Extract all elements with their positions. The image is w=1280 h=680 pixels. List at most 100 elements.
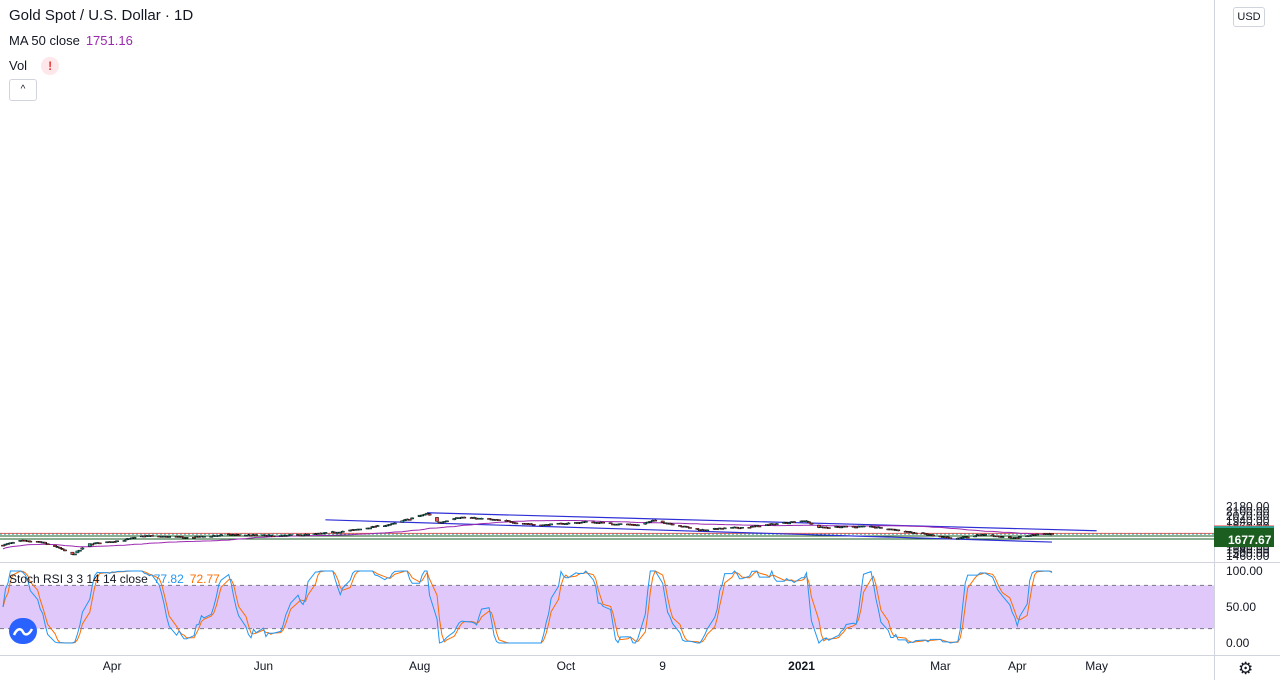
candle-body xyxy=(445,520,449,523)
candle-body xyxy=(425,512,429,515)
candle-body xyxy=(462,516,467,519)
candle-body xyxy=(826,527,831,529)
price-tick-label: 2020.00 xyxy=(1226,509,1270,523)
candle-body xyxy=(804,520,809,523)
candle-body xyxy=(202,536,206,538)
vol-legend: Vol! xyxy=(9,57,60,75)
candle-body xyxy=(792,521,796,523)
candle-body xyxy=(1,544,5,547)
candle-body xyxy=(58,547,62,549)
ma-label: MA 50 close xyxy=(9,33,80,48)
collapse-legend-button[interactable]: ^ xyxy=(9,79,37,101)
candle-body xyxy=(338,531,343,534)
candle-body xyxy=(392,522,397,525)
candle-body xyxy=(648,520,653,523)
candle-body xyxy=(740,527,744,529)
candle-body xyxy=(422,513,427,516)
candle-body xyxy=(306,533,310,536)
candle-body xyxy=(705,529,710,532)
candle-body xyxy=(1027,535,1032,537)
candle-body xyxy=(851,526,856,528)
candle-body xyxy=(219,534,224,536)
candle-body xyxy=(583,521,588,523)
candle-body xyxy=(514,522,519,525)
price-tick-label: 1940.00 xyxy=(1226,514,1270,528)
candle-body xyxy=(288,534,293,536)
candle-body xyxy=(112,541,117,543)
candle-body xyxy=(479,518,484,520)
candle-body xyxy=(115,540,119,543)
candle-body xyxy=(747,526,752,529)
settings-gear-icon[interactable]: ⚙ xyxy=(1238,659,1254,678)
candle-body xyxy=(817,524,821,528)
candle-body xyxy=(844,525,849,528)
stoch-rsi-label: Stoch RSI 3 3 14 14 close xyxy=(9,572,148,586)
price-tick-label: 2180.00 xyxy=(1226,500,1270,514)
candle-body xyxy=(427,513,432,516)
candle-body xyxy=(75,550,80,554)
stoch-tick-label: 100.00 xyxy=(1226,564,1263,578)
price-tick-label: 2100.00 xyxy=(1226,504,1270,518)
currency-button[interactable]: USD xyxy=(1233,7,1265,27)
candle-body xyxy=(1015,537,1020,540)
channel-trendline xyxy=(325,519,1053,543)
candle-body xyxy=(722,527,727,530)
candle-body xyxy=(1050,533,1054,535)
candle-body xyxy=(236,534,241,536)
vol-label: Vol xyxy=(9,58,28,73)
candle-body xyxy=(685,526,690,528)
candle-body xyxy=(410,517,415,520)
candle-body xyxy=(809,522,814,525)
symbol-title: Gold Spot / U.S. Dollar · 1D xyxy=(9,7,194,24)
candle-body xyxy=(807,521,811,524)
candle-body xyxy=(1017,536,1022,538)
candle-body xyxy=(965,536,970,539)
candle-body xyxy=(645,521,650,524)
stoch-rsi-legend: Stoch RSI 3 3 14 14 close 77.82 72.77 xyxy=(9,572,220,586)
candle-body xyxy=(1000,536,1005,538)
candle-body xyxy=(670,523,675,526)
candle-body xyxy=(122,540,127,542)
candle-body xyxy=(787,522,791,525)
candle-body xyxy=(688,527,692,529)
channel-trendline xyxy=(427,512,1097,532)
time-tick-label: May xyxy=(1085,659,1108,673)
candle-body xyxy=(896,529,901,532)
candle-body xyxy=(660,520,665,523)
stoch-k-value: 77.82 xyxy=(153,572,184,586)
candle-body xyxy=(301,534,305,537)
candle-body xyxy=(340,530,345,533)
candle-body xyxy=(440,522,444,524)
candle-body xyxy=(192,536,196,539)
candle-body xyxy=(1035,533,1039,536)
candle-body xyxy=(80,547,85,550)
candle-body xyxy=(608,522,613,525)
candle-body xyxy=(73,553,77,556)
candle-body xyxy=(601,521,605,524)
tradingview-logo-icon[interactable] xyxy=(9,618,37,644)
candle-body xyxy=(452,518,457,521)
candle-body xyxy=(854,526,858,529)
warning-icon[interactable]: ! xyxy=(41,57,60,75)
candle-body xyxy=(435,517,439,522)
candle-body xyxy=(913,532,918,535)
candle-body xyxy=(28,540,33,543)
candle-body xyxy=(11,542,15,544)
candle-body xyxy=(861,525,866,528)
candle-body xyxy=(653,519,658,522)
candle-body xyxy=(70,551,75,555)
price-tick-label: 1500.00 xyxy=(1226,546,1270,560)
candle-body xyxy=(53,544,57,547)
candle-body xyxy=(97,542,102,545)
price-label-box xyxy=(1214,531,1274,548)
candle-body xyxy=(375,525,380,527)
ma-legend: MA 50 close 1751.16 xyxy=(9,33,133,48)
candle-body xyxy=(618,523,623,525)
price-tick-label: 1460.00 xyxy=(1226,549,1270,563)
stoch-band xyxy=(0,585,1214,629)
candle-body xyxy=(271,535,276,538)
candle-body xyxy=(167,536,172,538)
candle-body xyxy=(973,535,977,538)
candle-body xyxy=(407,519,412,521)
